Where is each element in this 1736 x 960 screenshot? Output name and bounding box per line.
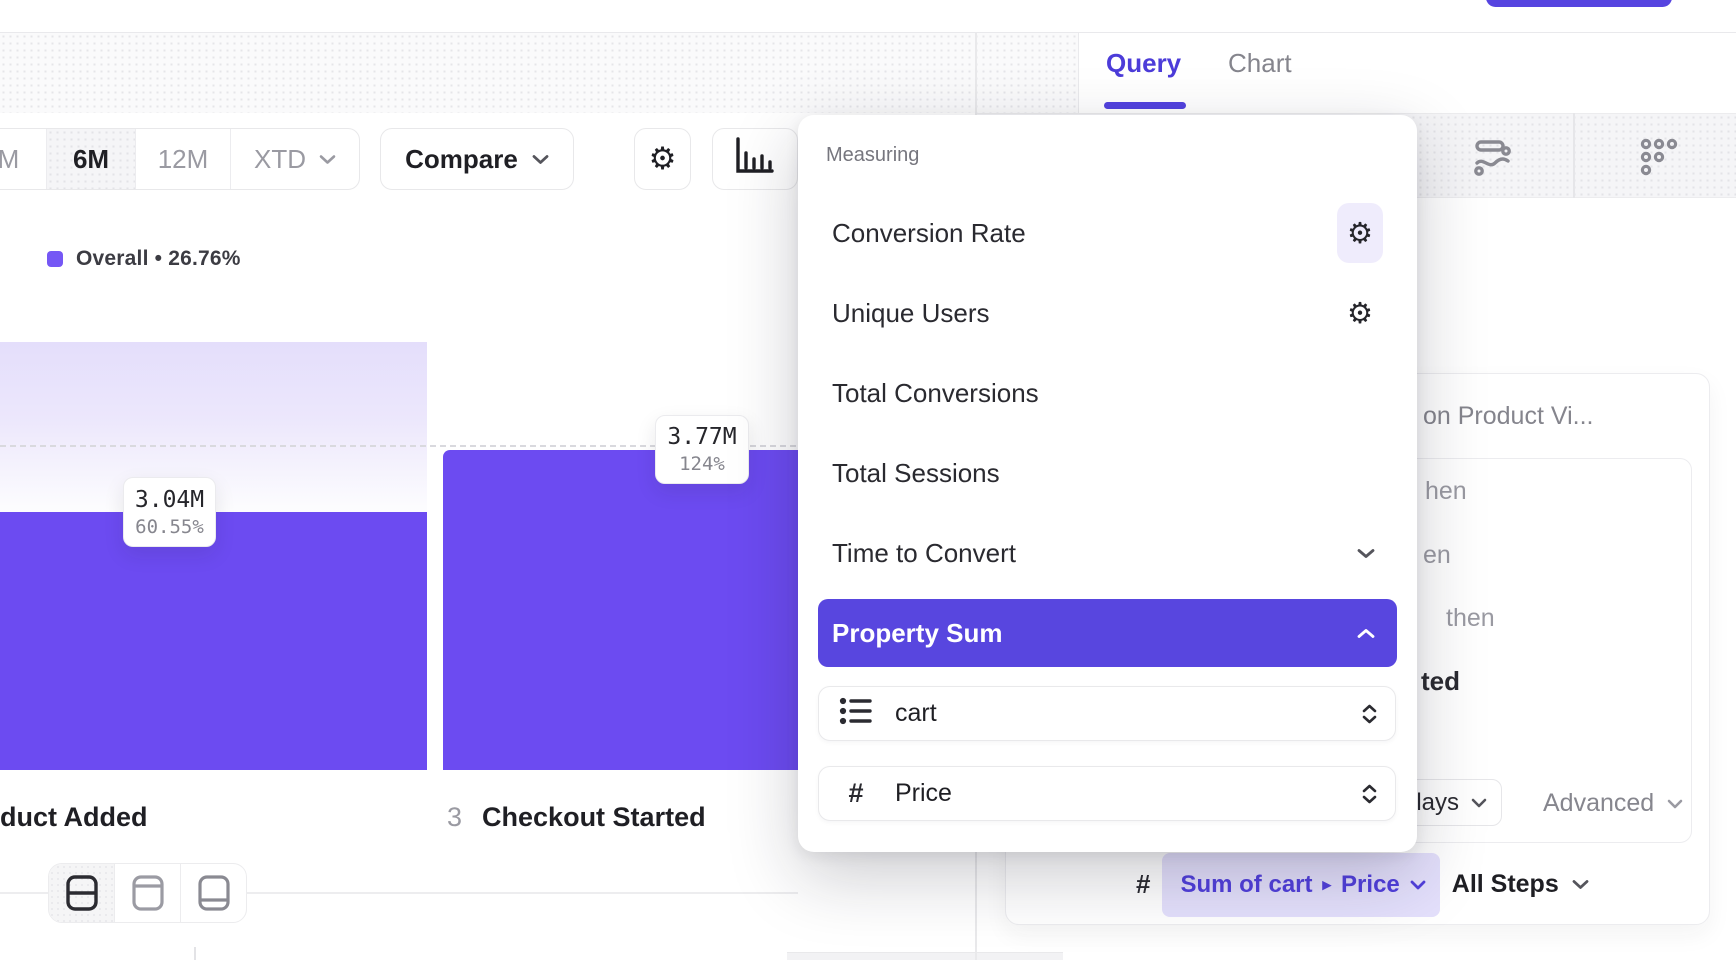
range-option-xtd[interactable]: XTD [231, 129, 359, 189]
compare-button[interactable]: Compare [380, 128, 574, 190]
gear-icon: ⚙ [1347, 217, 1373, 250]
chevron-down-icon [1357, 548, 1375, 559]
all-steps-dropdown[interactable]: All Steps [1452, 870, 1589, 899]
bar-1-value-tooltip: 3.04M 60.55% [123, 477, 216, 547]
bar-2-value: 3.77M [667, 424, 737, 450]
below-fold-element [787, 952, 1063, 960]
select-updown-icon [1362, 704, 1377, 724]
chevron-down-icon [1572, 879, 1589, 890]
hash-icon: # [1136, 869, 1151, 899]
chevron-down-icon [1667, 799, 1683, 809]
legend-label: Overall • 26.76% [76, 247, 241, 270]
bar-2-percent: 124% [679, 453, 725, 475]
menu-item-conversion-rate[interactable]: Conversion Rate [832, 217, 1026, 248]
chart-legend[interactable]: Overall • 26.76% [47, 246, 241, 272]
sum-of-cart-price-chip[interactable]: Sum of cart ▸ Price [1162, 852, 1440, 917]
flow-view-icon[interactable] [1472, 136, 1514, 183]
range-option-6m[interactable]: 6M [47, 129, 136, 189]
bar-1-value: 3.04M [134, 486, 205, 513]
active-tab-underline [1104, 102, 1186, 109]
property-event-select[interactable]: cart [818, 686, 1396, 741]
gear-icon: ⚙ [1347, 297, 1373, 330]
right-toolbar-divider [1573, 113, 1575, 198]
query-tabs-surface [1078, 33, 1736, 113]
hash-icon: # [848, 778, 864, 808]
menu-item-total-conversions[interactable]: Total Conversions [832, 377, 1039, 408]
list-icon [839, 696, 873, 731]
chevron-down-icon [532, 154, 549, 165]
step-fragment-1: hen [1425, 477, 1467, 505]
step-label-product-added: duct Added [0, 801, 148, 832]
query-card-title: on Product Vi... [1423, 402, 1594, 430]
advanced-button[interactable]: Advanced [1543, 789, 1683, 818]
menu-item-property-sum[interactable]: Property Sum [818, 599, 1397, 667]
select-updown-icon [1362, 784, 1377, 804]
dots-grid-icon[interactable] [1638, 136, 1680, 183]
step-number: 3 [447, 801, 463, 832]
bar-1-percent: 60.55% [135, 515, 204, 538]
menu-item-total-sessions[interactable]: Total Sessions [832, 457, 1000, 488]
measured-as-row: # Sum of cart ▸ Price All Steps [1136, 852, 1589, 917]
chevron-down-icon [1410, 880, 1426, 890]
range-option-12m[interactable]: 12M [136, 129, 231, 189]
chevron-down-icon [319, 154, 336, 165]
date-range-segmented-control: M 6M 12M XTD [0, 128, 360, 190]
step-label-checkout-started: 3 Checkout Started [447, 801, 706, 832]
step-fragment-3: then [1446, 604, 1495, 632]
layout-split-middle-button[interactable] [49, 864, 115, 922]
tab-chart[interactable]: Chart [1228, 48, 1292, 78]
menu-item-time-to-convert[interactable]: Time to Convert [818, 523, 1397, 583]
measuring-menu-title: Measuring [826, 144, 920, 166]
top-bar [0, 0, 1736, 33]
legend-swatch [47, 251, 63, 267]
funnel-bar-1[interactable] [0, 512, 427, 770]
unique-users-gear-button[interactable]: ⚙ [1337, 287, 1383, 339]
range-option-m[interactable]: M [0, 129, 47, 189]
primary-action-button[interactable] [1486, 0, 1672, 7]
step-fragment-4: ted [1421, 666, 1460, 696]
reference-dashed-line [0, 445, 886, 447]
breadcrumb-arrow-icon: ▸ [1322, 874, 1332, 894]
gear-icon: ⚙ [648, 141, 677, 176]
below-fold-tick [194, 947, 196, 960]
chart-settings-button[interactable]: ⚙ [634, 128, 691, 190]
conversion-rate-gear-button[interactable]: ⚙ [1337, 203, 1383, 263]
bar-chart-icon [732, 135, 778, 184]
layout-top-bar-button[interactable] [115, 864, 181, 922]
menu-item-unique-users[interactable]: Unique Users [832, 297, 990, 328]
property-name-select[interactable]: # Price [818, 766, 1396, 821]
chevron-down-icon [1471, 798, 1487, 808]
bottom-divider-line [0, 892, 798, 894]
step-fragment-2: en [1423, 541, 1451, 569]
bar-2-value-tooltip: 3.77M 124% [655, 415, 749, 484]
tab-query[interactable]: Query [1106, 48, 1182, 78]
chart-type-button[interactable] [712, 128, 798, 190]
layout-toggle-group [48, 863, 247, 923]
chevron-up-icon [1357, 628, 1375, 639]
layout-bottom-bar-button[interactable] [181, 864, 246, 922]
